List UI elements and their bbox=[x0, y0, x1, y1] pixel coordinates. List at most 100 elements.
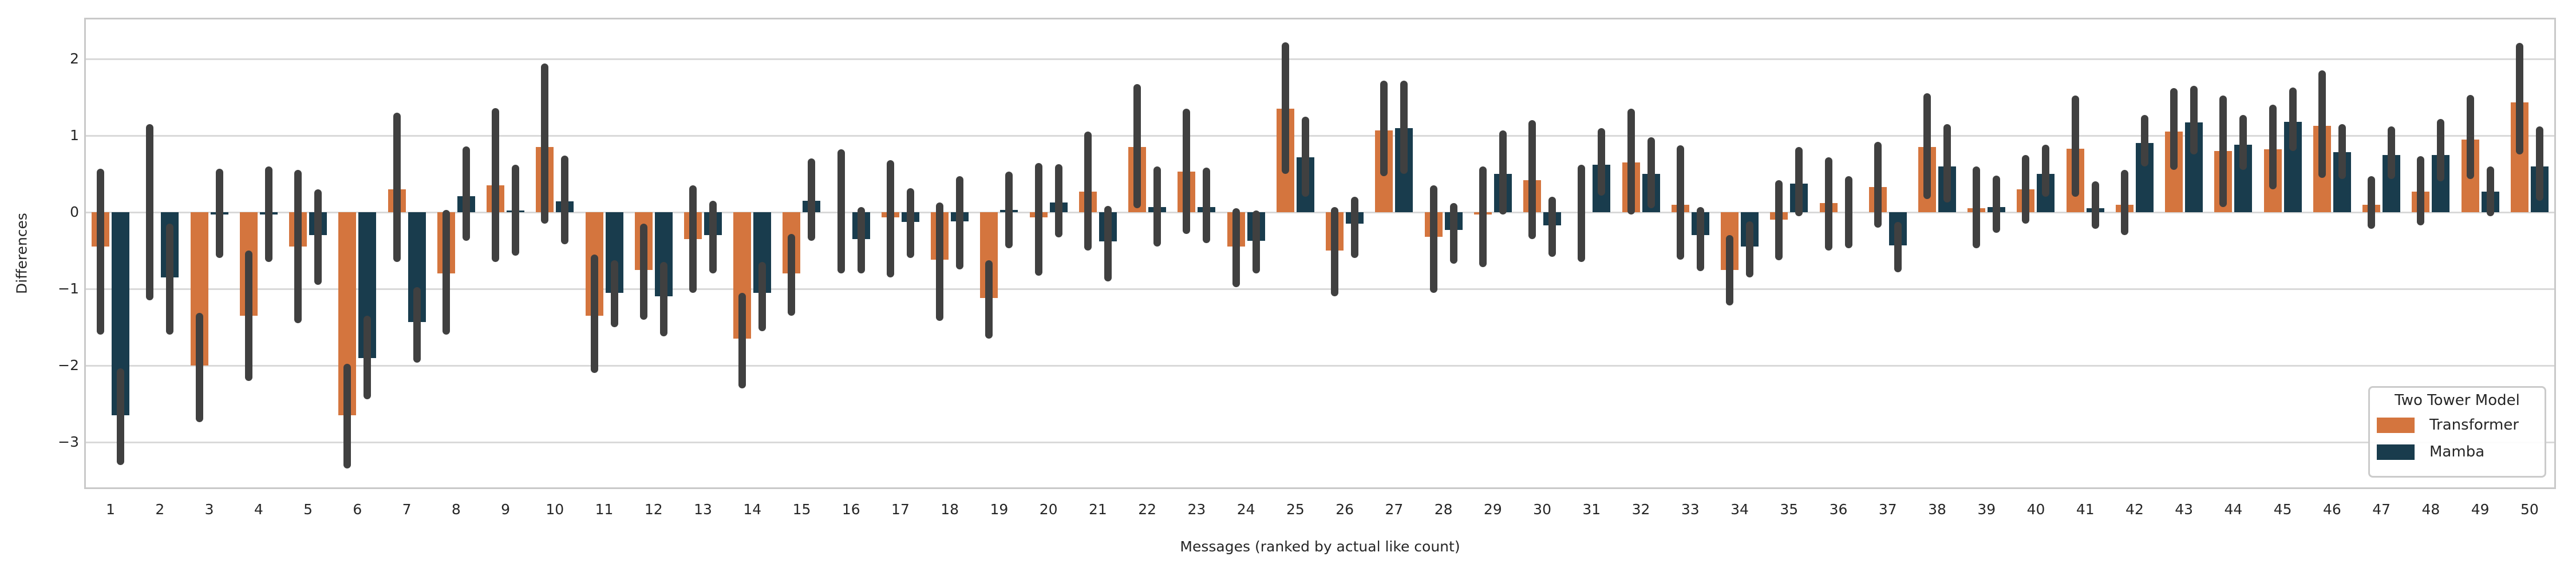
x-tick-label: 38 bbox=[1928, 501, 1946, 518]
transformer-error-bar bbox=[2071, 96, 2079, 197]
transformer-error-bar bbox=[1183, 109, 1191, 234]
x-tick-label: 15 bbox=[792, 501, 811, 518]
x-tick-label: 46 bbox=[2323, 501, 2341, 518]
transformer-error-bar bbox=[985, 260, 993, 339]
x-tick-label: 44 bbox=[2224, 501, 2243, 518]
x-tick-label: 14 bbox=[743, 501, 762, 518]
x-tick-label: 3 bbox=[204, 501, 214, 518]
legend-label: Mamba bbox=[2429, 443, 2485, 460]
x-tick-label: 45 bbox=[2273, 501, 2292, 518]
mamba-error-bar bbox=[659, 262, 667, 337]
y-tick-label: 1 bbox=[70, 127, 79, 144]
x-tick-label: 47 bbox=[2372, 501, 2391, 518]
mamba-error-bar bbox=[2091, 181, 2099, 229]
x-tick-label: 32 bbox=[1631, 501, 1650, 518]
mamba-error-bar bbox=[215, 168, 223, 259]
legend-label: Transformer bbox=[2429, 416, 2519, 434]
x-tick-label: 49 bbox=[2471, 501, 2490, 518]
x-tick-label: 28 bbox=[1434, 501, 1453, 518]
x-tick-label: 36 bbox=[1829, 501, 1848, 518]
mamba-error-bar bbox=[906, 188, 914, 259]
transformer-error-bar bbox=[195, 312, 203, 423]
mamba-error-bar bbox=[1252, 210, 1260, 274]
transformer-error-bar bbox=[689, 185, 697, 293]
mamba-error-bar bbox=[1499, 130, 1507, 214]
transformer-error-bar bbox=[1775, 180, 1783, 261]
transformer-error-bar bbox=[1133, 84, 1141, 209]
x-tick-label: 1 bbox=[106, 501, 116, 518]
transformer-error-bar bbox=[788, 233, 796, 316]
x-tick-label: 31 bbox=[1582, 501, 1601, 518]
mamba-error-bar bbox=[364, 315, 372, 399]
y-tick-label: −1 bbox=[58, 280, 79, 297]
mamba-error-bar bbox=[1005, 171, 1013, 248]
transformer-error-bar bbox=[1380, 80, 1388, 177]
mamba-error-bar bbox=[264, 166, 272, 263]
x-tick-label: 13 bbox=[694, 501, 712, 518]
transformer-error-bar bbox=[2120, 170, 2128, 236]
transformer-error-bar bbox=[97, 168, 105, 335]
mamba-error-bar bbox=[2535, 126, 2543, 201]
mamba-error-bar bbox=[1153, 166, 1161, 247]
x-tick-label: 2 bbox=[155, 501, 165, 518]
mamba-error-bar bbox=[1054, 164, 1062, 238]
mamba-error-bar bbox=[1301, 116, 1309, 197]
transformer-error-bar bbox=[1429, 185, 1437, 293]
x-tick-label: 11 bbox=[595, 501, 614, 518]
mamba-error-bar bbox=[314, 189, 322, 285]
transformer-error-bar bbox=[1331, 206, 1339, 297]
x-tick-label: 34 bbox=[1730, 501, 1749, 518]
x-tick-label: 41 bbox=[2076, 501, 2095, 518]
x-tick-label: 39 bbox=[1977, 501, 1996, 518]
mamba-error-bar bbox=[2140, 114, 2148, 166]
transformer-error-bar bbox=[1232, 208, 1240, 288]
mamba-error-bar bbox=[2042, 145, 2050, 197]
x-tick-label: 4 bbox=[254, 501, 263, 518]
transformer-error-bar bbox=[343, 364, 351, 468]
x-tick-label: 42 bbox=[2125, 501, 2144, 518]
x-tick-label: 21 bbox=[1089, 501, 1107, 518]
x-tick-label: 16 bbox=[841, 501, 860, 518]
x-tick-label: 33 bbox=[1681, 501, 1700, 518]
y-tick-label: −2 bbox=[58, 357, 79, 374]
mamba-error-bar bbox=[857, 206, 865, 274]
x-tick-label: 37 bbox=[1878, 501, 1897, 518]
mamba-error-bar bbox=[2388, 126, 2396, 180]
legend-entry-transformer: Transformer bbox=[2377, 414, 2545, 436]
transformer-error-bar bbox=[492, 108, 500, 263]
mamba-error-bar bbox=[1647, 137, 1655, 209]
legend: Two Tower Model Transformer Mamba bbox=[2368, 386, 2546, 478]
transformer-error-bar bbox=[738, 292, 746, 389]
x-tick-label: 6 bbox=[353, 501, 362, 518]
y-tick-label: −3 bbox=[58, 434, 79, 450]
x-tick-label: 25 bbox=[1286, 501, 1305, 518]
transformer-error-bar bbox=[2368, 176, 2376, 229]
mamba-error-bar bbox=[117, 368, 125, 466]
mamba-error-bar bbox=[166, 224, 174, 335]
mamba-error-bar bbox=[561, 155, 569, 245]
mamba-error-bar bbox=[2190, 85, 2198, 155]
x-tick-label: 30 bbox=[1533, 501, 1551, 518]
mamba-error-bar bbox=[758, 262, 767, 331]
transformer-error-bar bbox=[1578, 164, 1586, 263]
gridline-y1 bbox=[86, 134, 2554, 137]
transformer-error-bar bbox=[1923, 93, 1931, 200]
mamba-error-bar bbox=[2289, 87, 2297, 151]
transformer-error-bar bbox=[2318, 70, 2326, 178]
transformer-error-bar bbox=[393, 112, 401, 263]
mamba-error-bar bbox=[2239, 114, 2247, 170]
transformer-error-bar bbox=[2170, 88, 2178, 170]
legend-entry-mamba: Mamba bbox=[2377, 441, 2545, 463]
x-axis-label: Messages (ranked by actual like count) bbox=[1180, 538, 1460, 555]
x-tick-label: 26 bbox=[1336, 501, 1354, 518]
x-tick-label: 48 bbox=[2421, 501, 2440, 518]
transformer-error-bar bbox=[2219, 96, 2227, 207]
mamba-error-bar bbox=[512, 164, 520, 256]
gridline-y-3 bbox=[86, 441, 2554, 443]
transformer-error-bar bbox=[2417, 156, 2425, 225]
x-tick-label: 5 bbox=[303, 501, 313, 518]
transformer-error-bar bbox=[2022, 154, 2030, 224]
x-tick-label: 17 bbox=[891, 501, 910, 518]
x-tick-label: 18 bbox=[941, 501, 959, 518]
transformer-error-bar bbox=[1034, 163, 1042, 276]
